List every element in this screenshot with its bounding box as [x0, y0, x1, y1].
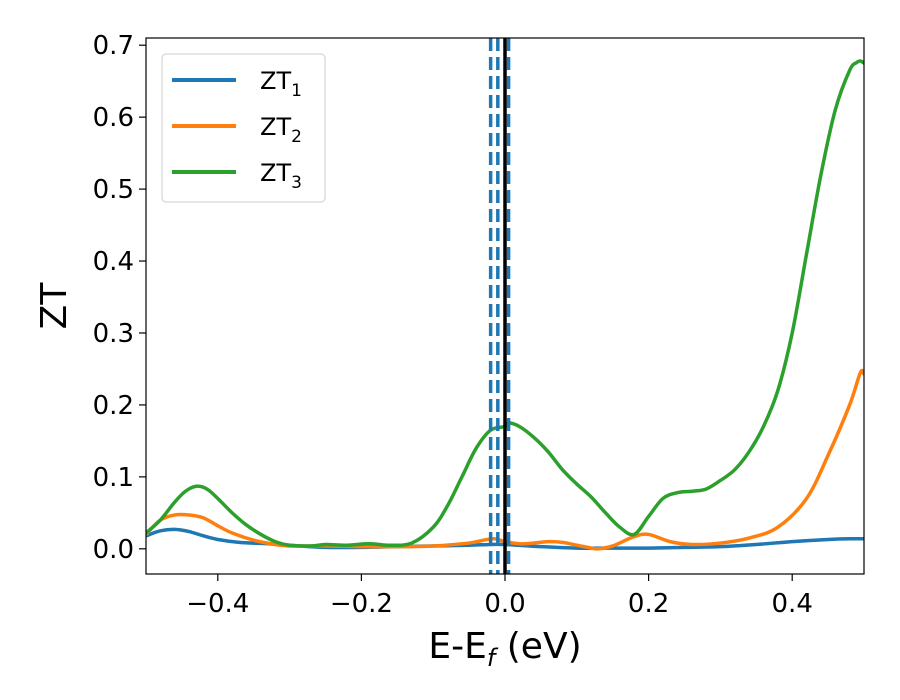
y-tick-label: 0.5: [93, 175, 134, 205]
plot-lines: [146, 38, 864, 574]
legend-label-2: ZT2: [260, 113, 302, 147]
y-tick-label: 0.3: [93, 319, 134, 349]
x-tick-label: 0.2: [628, 589, 669, 619]
x-tick-label: 0.4: [772, 589, 813, 619]
y-axis-ticks: 0.0 0.1 0.2 0.3 0.4 0.5 0.6 0.7: [93, 31, 146, 565]
y-tick-label: 0.7: [93, 31, 134, 61]
y-axis-label: ZT: [34, 282, 75, 330]
legend: ZT1 ZT2 ZT3: [161, 53, 326, 203]
x-tick-label: 0.0: [484, 589, 525, 619]
x-tick-label: −0.4: [186, 589, 249, 619]
y-tick-label: 0.4: [93, 247, 134, 277]
x-tick-label: −0.2: [330, 589, 393, 619]
legend-frame: [161, 53, 326, 203]
x-axis-ticks: −0.4 −0.2 0.0 0.2 0.4: [186, 574, 813, 619]
series-line-1: [146, 527, 864, 550]
legend-label-1: ZT1: [260, 67, 302, 101]
series-line-3: [146, 59, 864, 548]
y-tick-label: 0.6: [93, 103, 134, 133]
x-axis-label: E-Ef (eV): [428, 626, 581, 672]
y-tick-label: 0.0: [93, 535, 134, 565]
y-tick-label: 0.2: [93, 391, 134, 421]
legend-label-3: ZT3: [260, 159, 302, 193]
series-line-2: [146, 368, 864, 551]
y-tick-label: 0.1: [93, 463, 134, 493]
